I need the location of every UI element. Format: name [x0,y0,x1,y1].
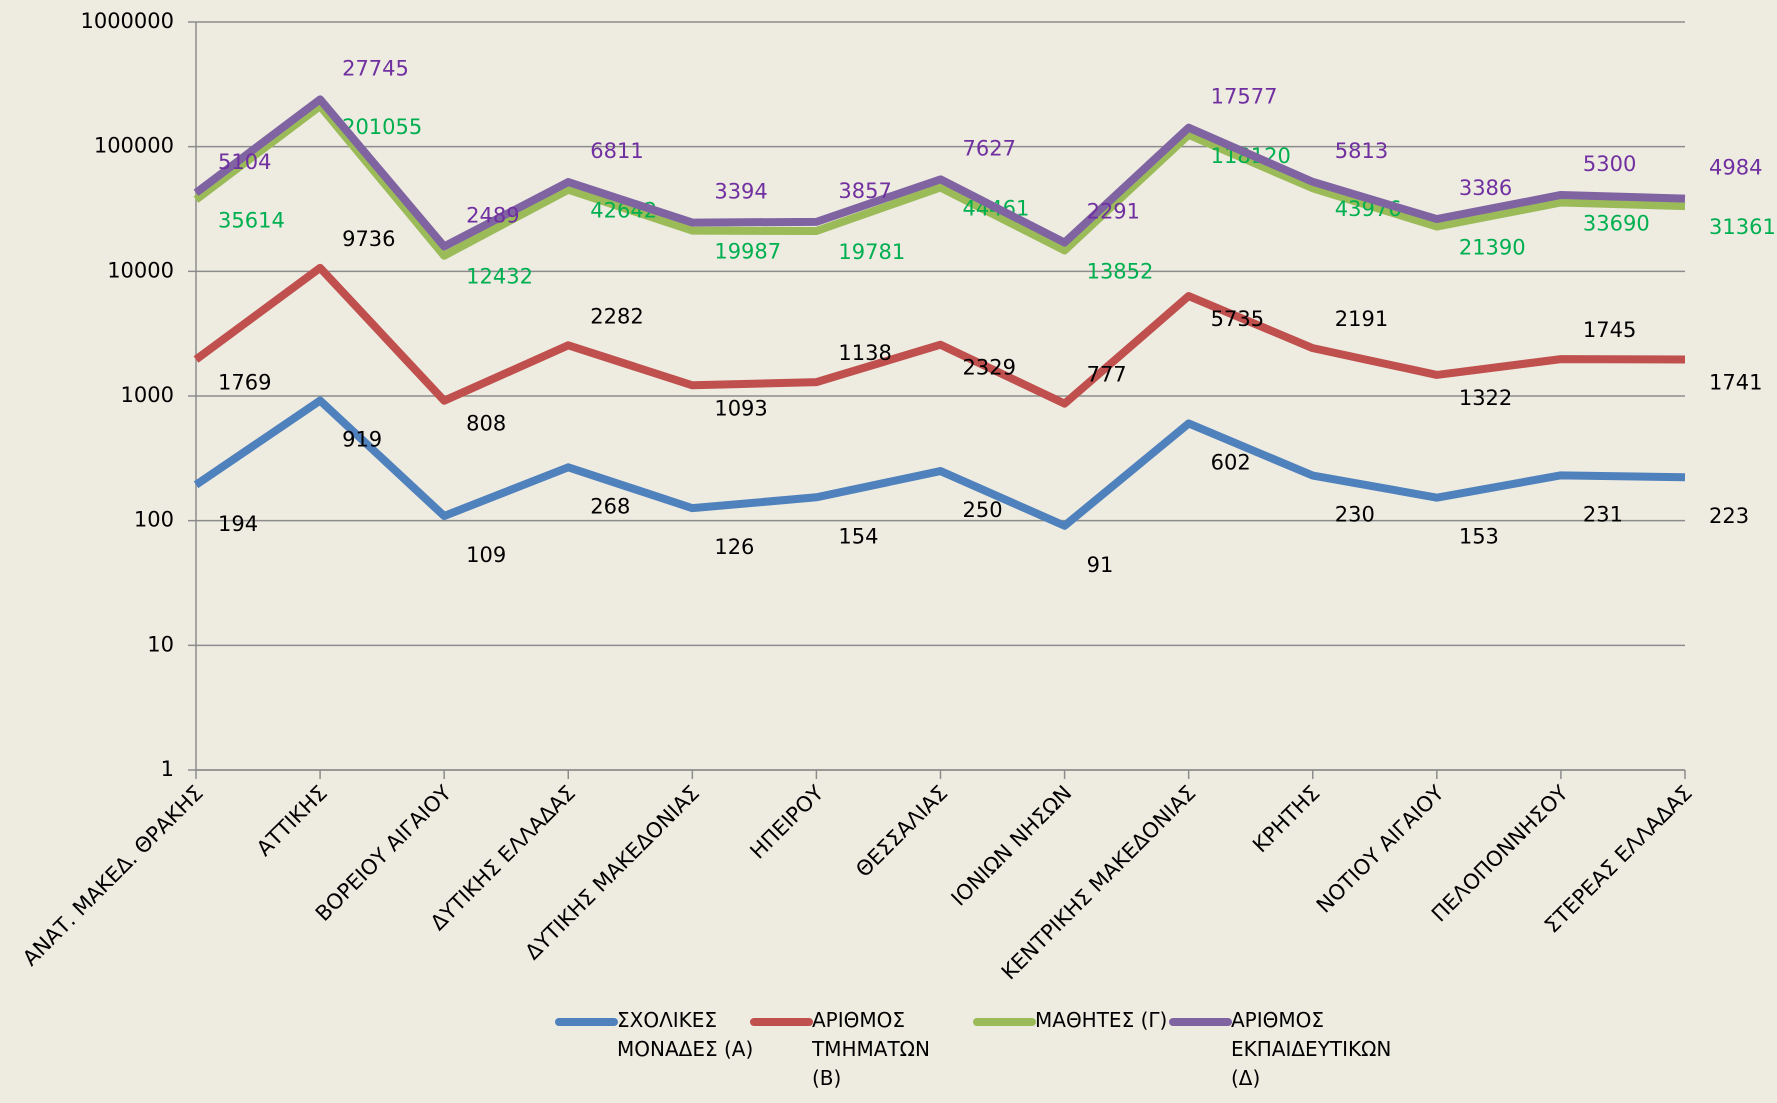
y-tick-label: 1000 [121,383,174,407]
x-tick-label: ΘΕΣΣΑΛΙΑΣ [851,781,952,882]
series-line [193,263,1686,408]
data-label: 230 [1335,503,1375,527]
data-label: 153 [1459,525,1499,549]
x-tick-label: ΝΟΤΙΟΥ ΑΙΓΑΙΟΥ [1312,781,1449,918]
legend-entry: ΜΑΘΗΤΕΣ (Γ) [1035,1008,1168,1032]
legend-label: ΜΑΘΗΤΕΣ (Γ) [1035,1008,1168,1032]
legend-entry: ΑΡΙΘΜΟΣ ΕΚΠΑΙΔΕΥΤΙΚΩΝ (Δ) [1231,1008,1392,1090]
x-tick-label: ΙΟΝΙΩΝ ΝΗΣΩΝ [947,781,1077,911]
series-line [193,396,1686,530]
data-label: 250 [963,498,1003,522]
data-label: 808 [466,412,506,436]
data-label: 5813 [1335,139,1388,163]
data-label: 2191 [1335,307,1388,331]
x-tick-label: ΠΕΛΟΠΟΝΝΗΣΟΥ [1427,781,1573,927]
data-label: 12432 [466,265,533,289]
series-line [193,102,1686,260]
data-label: 9736 [342,227,395,251]
data-label: 13852 [1087,259,1154,283]
data-label: 33690 [1583,211,1650,235]
legend-entry: ΣΧΟΛΙΚΕΣ ΜΟΝΑΔΕΣ (Α) [617,1008,754,1061]
data-label: 2282 [590,304,643,328]
y-tick-label: 100 [134,508,174,532]
data-label: 602 [1211,450,1251,474]
data-label: 31361 [1709,215,1776,239]
data-label: 6811 [590,139,643,163]
data-label: 1769 [218,370,271,394]
x-tick-label: ΚΕΝΤΡΙΚΗΣ ΜΑΚΕΔΟΝΙΑΣ [997,781,1201,985]
data-label: 27745 [342,56,409,80]
series-line [193,95,1686,251]
data-label: 126 [714,535,754,559]
data-label: 2329 [963,356,1016,380]
y-tick-label: 1 [161,757,174,781]
y-tick-label: 10 [147,632,174,656]
data-label: 268 [590,494,630,518]
data-label: 19781 [838,240,905,264]
legend-label: ΣΧΟΛΙΚΕΣ ΜΟΝΑΔΕΣ (Α) [617,1008,754,1061]
x-tick-label: ΑΤΤΙΚΗΣ [252,781,332,861]
legend-label: ΑΡΙΘΜΟΣ ΤΜΗΜΑΤΩΝ (Β) [812,1008,930,1090]
data-label: 223 [1709,504,1749,528]
data-label: 194 [218,512,258,536]
data-label: 7627 [963,136,1016,160]
data-label: 1322 [1459,386,1512,410]
data-label: 777 [1087,363,1127,387]
data-label: 231 [1583,502,1623,526]
legend-entry: ΑΡΙΘΜΟΣ ΤΜΗΜΑΤΩΝ (Β) [812,1008,930,1090]
data-label: 1138 [838,341,891,365]
data-label: 91 [1087,553,1114,577]
data-label: 5300 [1583,152,1636,176]
data-label: 35614 [218,209,285,233]
y-tick-label: 100000 [94,134,174,158]
y-tick-label: 10000 [107,258,174,282]
x-tick-label: ΗΠΕΙΡΟΥ [745,781,828,864]
data-label: 2291 [1087,200,1140,224]
x-tick-label: ΚΡΗΤΗΣ [1248,781,1324,857]
data-label: 1745 [1583,318,1636,342]
x-tick-label: ΒΟΡΕΙΟΥ ΑΙΓΑΙΟΥ [311,781,456,926]
legend-label: ΑΡΙΘΜΟΣ ΕΚΠΑΙΔΕΥΤΙΚΩΝ (Δ) [1231,1008,1392,1090]
data-label: 154 [838,524,878,548]
data-label: 1093 [714,396,767,420]
data-label: 21390 [1459,236,1526,260]
data-label: 3394 [714,180,767,204]
x-tick-label: ΑΝΑΤ. ΜΑΚΕΔ. ΘΡΑΚΗΣ [18,781,208,971]
data-label: 4984 [1709,156,1762,180]
data-label: 3857 [838,179,891,203]
data-label: 201055 [342,115,422,139]
data-label: 1741 [1709,370,1762,394]
data-label: 17577 [1211,85,1278,109]
data-label: 2489 [466,203,519,227]
data-label: 5104 [218,150,271,174]
data-label: 919 [342,428,382,452]
y-tick-label: 1000000 [80,9,174,33]
data-label: 3386 [1459,176,1512,200]
data-label: 19987 [714,240,781,264]
data-label: 109 [466,543,506,567]
data-label: 5735 [1211,307,1264,331]
